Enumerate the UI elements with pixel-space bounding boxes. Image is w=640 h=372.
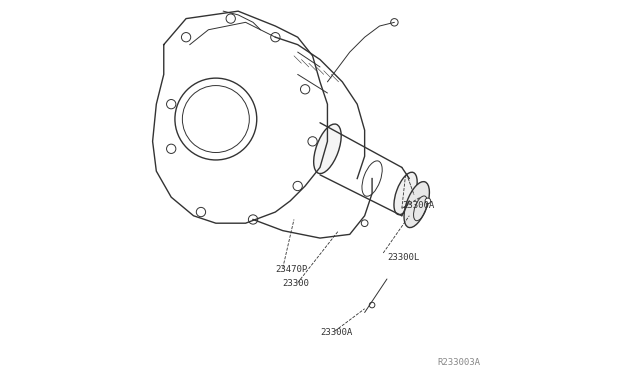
- Ellipse shape: [362, 220, 368, 227]
- Text: 23300: 23300: [283, 279, 310, 288]
- Ellipse shape: [293, 182, 302, 191]
- Text: 23300A: 23300A: [402, 201, 434, 210]
- Ellipse shape: [271, 33, 280, 42]
- Text: 23300L: 23300L: [387, 253, 419, 262]
- Text: R233003A: R233003A: [437, 357, 480, 366]
- Ellipse shape: [166, 144, 176, 154]
- Text: 23300A: 23300A: [320, 328, 352, 337]
- Ellipse shape: [166, 100, 176, 109]
- Ellipse shape: [181, 33, 191, 42]
- Ellipse shape: [425, 198, 431, 204]
- Ellipse shape: [369, 302, 375, 308]
- Ellipse shape: [308, 137, 317, 146]
- Ellipse shape: [196, 208, 205, 217]
- Ellipse shape: [248, 215, 258, 224]
- Ellipse shape: [226, 14, 236, 23]
- Text: 23470P: 23470P: [275, 264, 308, 273]
- Ellipse shape: [394, 172, 417, 215]
- Ellipse shape: [314, 124, 341, 174]
- Ellipse shape: [404, 182, 429, 228]
- Ellipse shape: [300, 85, 310, 94]
